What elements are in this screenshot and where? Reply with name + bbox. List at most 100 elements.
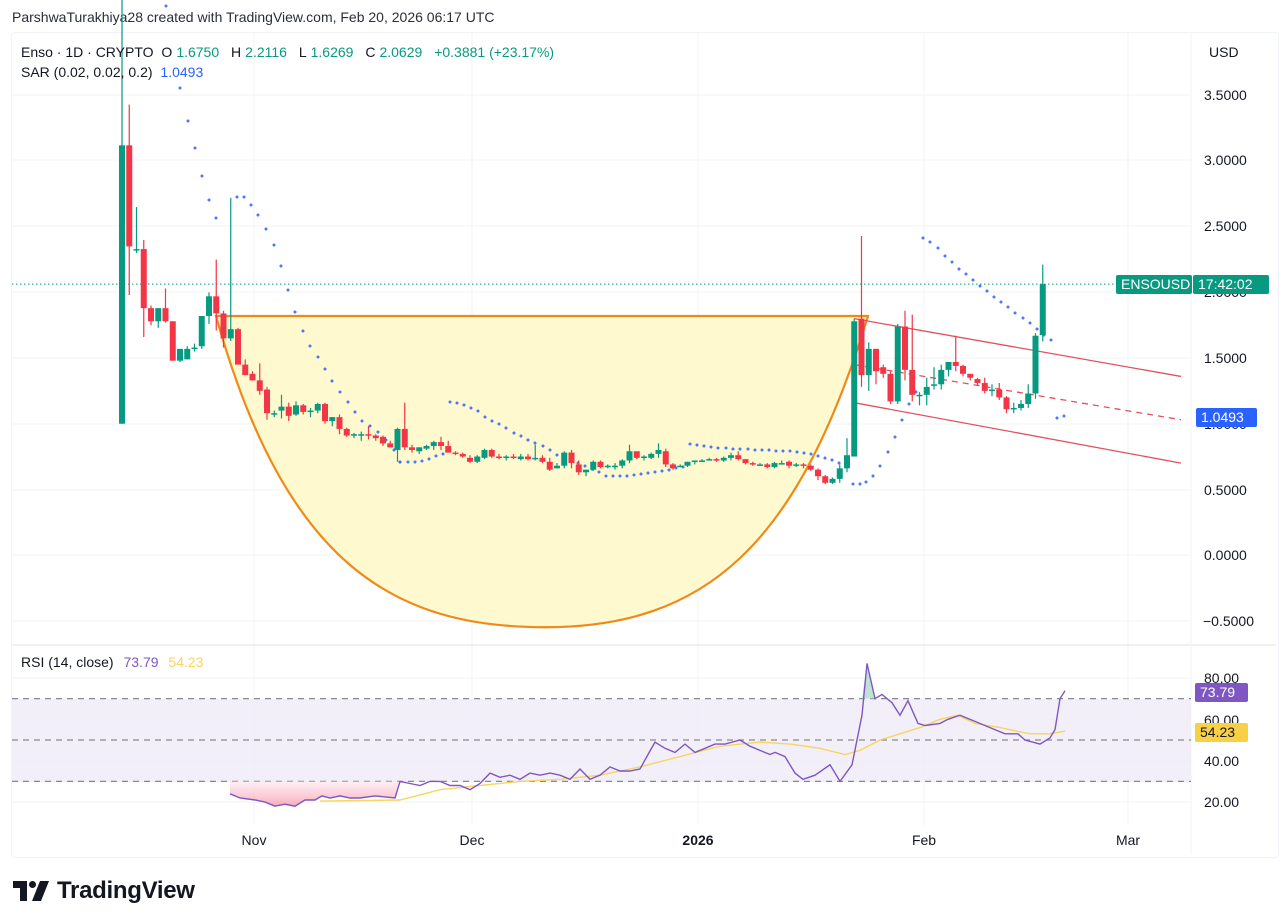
candle[interactable] [670, 463, 676, 470]
candle[interactable] [981, 377, 988, 394]
candle[interactable] [264, 386, 270, 420]
candle[interactable] [909, 314, 916, 402]
candle[interactable] [169, 321, 176, 361]
candle[interactable] [365, 426, 372, 440]
candle[interactable] [844, 438, 850, 473]
candle[interactable] [633, 451, 640, 460]
candle[interactable] [902, 310, 908, 381]
candle[interactable] [1025, 384, 1032, 408]
candle[interactable] [119, 0, 125, 424]
candle[interactable] [343, 427, 350, 437]
candle[interactable] [206, 292, 212, 324]
candle[interactable] [851, 318, 858, 457]
candle[interactable] [735, 451, 742, 461]
candle[interactable] [423, 444, 430, 450]
rsi-label[interactable]: RSI (14, close) [21, 654, 114, 670]
candle[interactable] [757, 463, 763, 466]
candle[interactable] [409, 444, 415, 453]
candle[interactable] [684, 461, 691, 468]
candle[interactable] [140, 239, 147, 338]
candle[interactable] [778, 460, 785, 465]
currency-button[interactable]: USD [1199, 38, 1269, 66]
candle[interactable] [220, 310, 227, 348]
candle[interactable] [1010, 402, 1017, 414]
candle[interactable] [314, 402, 321, 414]
candle[interactable] [126, 104, 133, 296]
candle[interactable] [771, 461, 778, 469]
candle[interactable] [372, 434, 379, 441]
rsi-ma-line[interactable] [319, 714, 1066, 802]
candle[interactable] [336, 414, 343, 435]
candle[interactable] [307, 407, 314, 418]
candle[interactable] [256, 363, 263, 395]
candle[interactable] [583, 469, 589, 477]
candle[interactable] [641, 455, 647, 461]
candle[interactable] [749, 461, 756, 466]
candle[interactable] [720, 456, 727, 462]
candle[interactable] [677, 464, 684, 468]
candle[interactable] [148, 305, 154, 326]
candle[interactable] [996, 382, 1003, 401]
candle[interactable] [351, 432, 357, 439]
candle[interactable] [387, 440, 394, 448]
candle[interactable] [858, 235, 865, 387]
sar-label[interactable]: SAR (0.02, 0.02, 0.2) [21, 64, 153, 80]
candle[interactable] [445, 440, 452, 453]
candle[interactable] [554, 463, 560, 469]
candle[interactable] [300, 404, 307, 415]
candle[interactable] [728, 452, 734, 461]
candle[interactable] [285, 402, 292, 422]
candle[interactable] [568, 449, 575, 469]
candle[interactable] [546, 457, 553, 471]
candle[interactable] [242, 359, 249, 376]
candle[interactable] [474, 455, 481, 464]
candle[interactable] [517, 453, 524, 461]
candle[interactable] [923, 377, 930, 406]
candle[interactable] [662, 448, 669, 468]
candle[interactable] [880, 364, 887, 378]
candle[interactable] [459, 452, 466, 458]
candle[interactable] [597, 460, 604, 469]
symbol-legend[interactable]: Enso · 1D · CRYPTO O 1.6750 H 2.2116 L 1.62… [21, 42, 558, 82]
candle[interactable] [278, 394, 285, 419]
candle[interactable] [952, 335, 959, 372]
candle[interactable] [612, 463, 618, 470]
candle[interactable] [510, 453, 517, 460]
candle[interactable] [655, 443, 662, 458]
candle[interactable] [184, 346, 191, 360]
candle[interactable] [807, 464, 814, 471]
rsi-line[interactable] [229, 663, 1066, 807]
candle[interactable] [931, 367, 937, 390]
candle[interactable] [945, 361, 952, 377]
candle[interactable] [706, 457, 713, 461]
candle[interactable] [177, 348, 183, 362]
candle[interactable] [488, 448, 495, 458]
candle[interactable] [496, 453, 502, 460]
candle[interactable] [887, 371, 894, 405]
candle[interactable] [416, 447, 423, 454]
candle[interactable] [235, 327, 241, 365]
candle[interactable] [155, 308, 162, 328]
candle[interactable] [293, 401, 299, 416]
candle[interactable] [894, 323, 901, 405]
candle[interactable] [873, 348, 879, 385]
candle[interactable] [786, 460, 792, 469]
candle[interactable] [322, 402, 328, 424]
candle[interactable] [764, 463, 771, 469]
candle[interactable] [626, 444, 633, 464]
candle[interactable] [162, 288, 169, 323]
candle[interactable] [249, 371, 256, 381]
candle[interactable] [865, 342, 872, 391]
candle[interactable] [967, 373, 974, 381]
candle[interactable] [829, 477, 836, 485]
candle[interactable] [401, 402, 408, 450]
candle[interactable] [742, 459, 749, 465]
candle[interactable] [575, 460, 582, 475]
candle[interactable] [699, 459, 705, 462]
candle[interactable] [452, 451, 459, 456]
candle[interactable] [532, 444, 539, 461]
candle[interactable] [1018, 400, 1024, 411]
candle[interactable] [1003, 396, 1010, 414]
cup-pattern[interactable] [214, 314, 870, 629]
